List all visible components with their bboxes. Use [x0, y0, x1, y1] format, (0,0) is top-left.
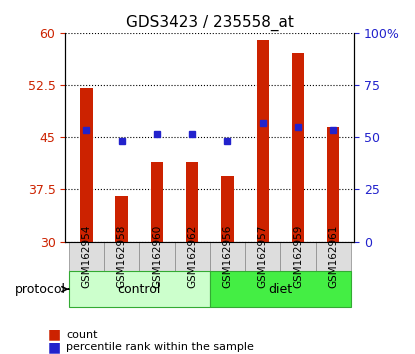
- Text: ■: ■: [47, 327, 61, 342]
- Text: ■: ■: [47, 340, 61, 354]
- FancyBboxPatch shape: [245, 242, 281, 271]
- Text: protocol: protocol: [15, 282, 69, 296]
- Text: GSM162958: GSM162958: [117, 225, 127, 288]
- Text: diet: diet: [268, 282, 293, 296]
- Title: GDS3423 / 235558_at: GDS3423 / 235558_at: [126, 15, 294, 31]
- Text: GSM162956: GSM162956: [222, 225, 232, 288]
- Bar: [221, 176, 234, 242]
- FancyBboxPatch shape: [139, 242, 175, 271]
- Text: count: count: [66, 330, 98, 339]
- Text: GSM162959: GSM162959: [293, 225, 303, 288]
- Bar: [186, 161, 198, 242]
- Text: GSM162957: GSM162957: [258, 225, 268, 288]
- FancyBboxPatch shape: [281, 242, 316, 271]
- Bar: [115, 196, 128, 242]
- FancyBboxPatch shape: [69, 242, 104, 271]
- Text: GSM162954: GSM162954: [81, 225, 91, 288]
- Text: GSM162961: GSM162961: [328, 225, 338, 288]
- Text: GSM162960: GSM162960: [152, 225, 162, 288]
- Bar: [292, 53, 304, 242]
- FancyBboxPatch shape: [210, 242, 245, 271]
- Bar: [327, 127, 339, 242]
- FancyBboxPatch shape: [210, 271, 351, 307]
- FancyBboxPatch shape: [316, 242, 351, 271]
- FancyBboxPatch shape: [175, 242, 210, 271]
- FancyBboxPatch shape: [69, 271, 210, 307]
- Bar: [80, 88, 93, 242]
- Bar: [256, 40, 269, 242]
- FancyBboxPatch shape: [104, 242, 139, 271]
- Text: percentile rank within the sample: percentile rank within the sample: [66, 342, 254, 352]
- Text: control: control: [117, 282, 161, 296]
- Text: GSM162962: GSM162962: [187, 225, 197, 288]
- Bar: [151, 161, 163, 242]
